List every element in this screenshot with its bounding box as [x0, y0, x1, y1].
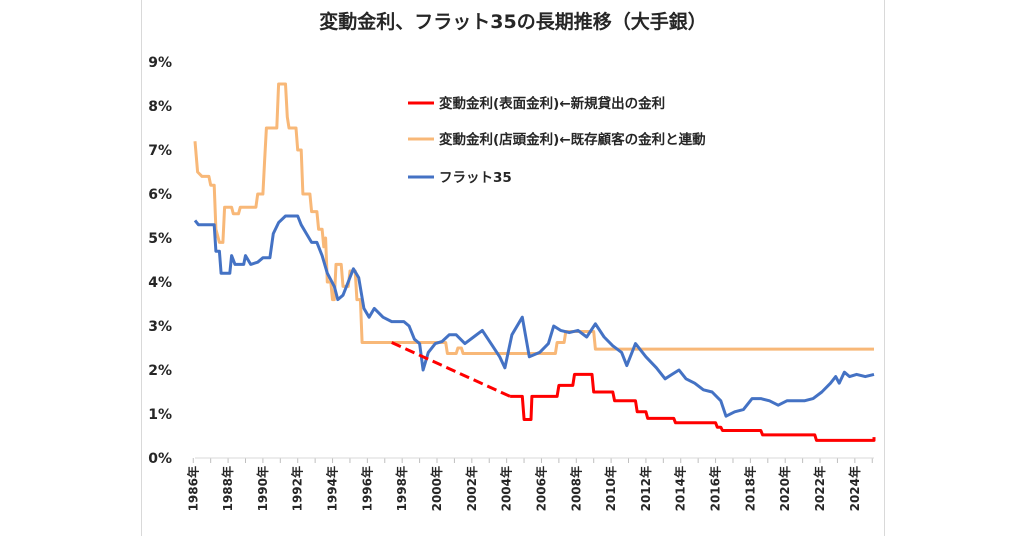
x-tick-label: 1994年 [325, 466, 340, 511]
x-tick-label: 2006年 [533, 466, 548, 511]
x-tick-label: 2000年 [429, 466, 444, 511]
y-tick-label: 7% [148, 143, 172, 159]
x-tick-label: 1998年 [394, 466, 409, 511]
x-tick-label: 2008年 [568, 466, 583, 511]
chart-title: 変動金利、フラット35の長期推移（大手銀） [319, 10, 706, 33]
y-tick-label: 5% [148, 231, 172, 247]
y-tick-label: 9% [148, 55, 172, 71]
x-tick-label: 2014年 [673, 466, 688, 511]
x-tick-label: 2010年 [603, 466, 618, 511]
y-tick-label: 2% [148, 363, 172, 379]
x-tick-label: 1988年 [220, 466, 235, 511]
line-chart: 変動金利、フラット35の長期推移（大手銀） 0% 1% 2% 3% 4% 5% 6% 7% 8%… [148, 10, 876, 511]
x-tick-label: 1996年 [359, 466, 374, 511]
x-tick-label: 1992年 [290, 466, 305, 511]
series-line [193, 214, 875, 418]
x-tick-label: 1990年 [255, 466, 270, 511]
y-tick-label: 3% [148, 319, 172, 335]
x-tick-label: 2020年 [777, 466, 792, 511]
y-tick-label: 4% [148, 275, 172, 291]
legend-label: 変動金利(表面金利)←新規貸出の金利 [439, 95, 665, 112]
x-tick-label: 2004年 [499, 466, 514, 511]
x-tick-label: 1986年 [185, 466, 200, 511]
y-tick-label: 8% [148, 99, 172, 115]
series-line [510, 372, 876, 442]
legend-label: フラット35 [439, 170, 512, 186]
x-tick-label: 2018年 [742, 466, 757, 511]
y-tick-label: 1% [148, 407, 172, 423]
legend-label: 変動金利(店頭金利)←既存顧客の金利と連動 [439, 131, 706, 148]
chart-frame: 変動金利、フラット35の長期推移（大手銀） 0% 1% 2% 3% 4% 5% 6% 7% 8%… [141, 0, 885, 536]
series-line-dashed [391, 341, 511, 398]
y-tick-label: 6% [148, 187, 172, 203]
x-tick-label: 2012年 [638, 466, 653, 511]
x-tick-label: 2002年 [464, 466, 479, 511]
x-tick-label: 2022年 [812, 466, 827, 511]
x-tick-label: 2024年 [847, 466, 862, 511]
series-line [193, 82, 874, 355]
y-tick-label: 0% [148, 451, 172, 467]
x-tick-label: 2016年 [708, 466, 723, 511]
